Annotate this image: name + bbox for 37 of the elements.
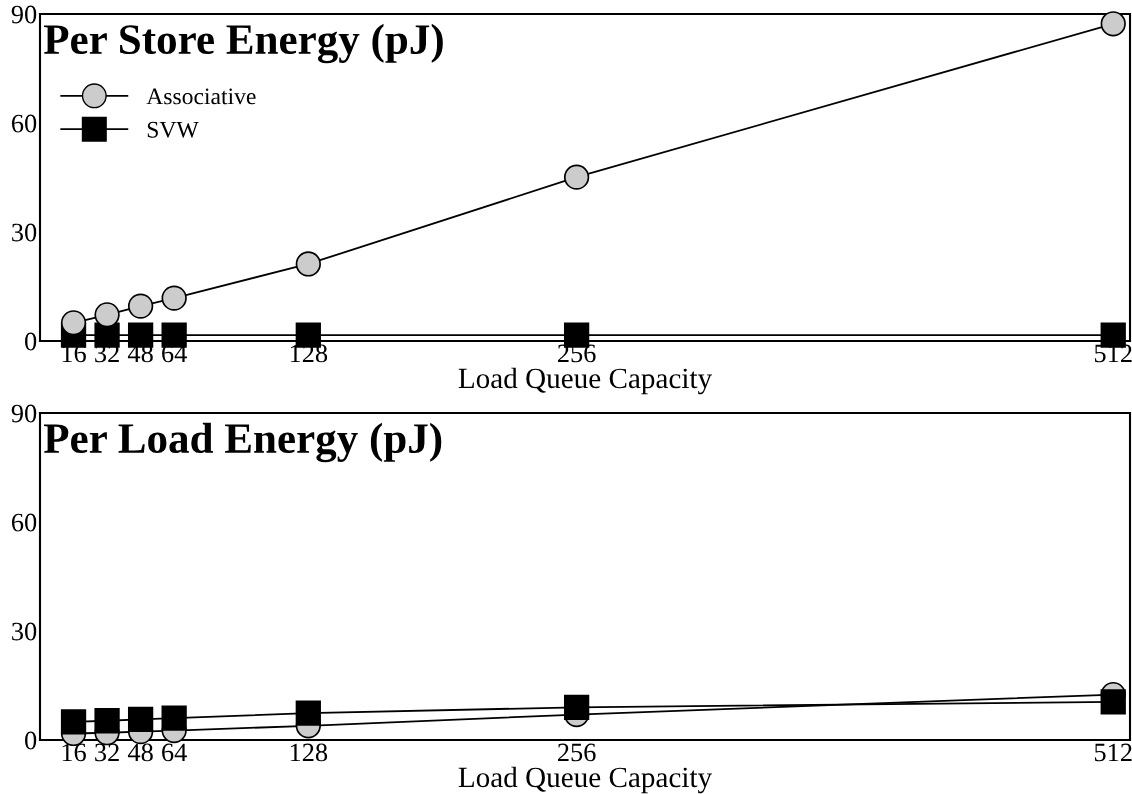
y-tick-label: 90 <box>11 404 37 423</box>
point <box>127 706 154 732</box>
legend-label: SVW <box>147 121 199 138</box>
point <box>60 310 87 336</box>
y-tick-label: 30 <box>12 223 37 242</box>
x-tick-label: 48 <box>127 743 153 762</box>
point <box>127 322 154 348</box>
point <box>60 709 87 735</box>
x-tick-label: 16 <box>62 743 86 762</box>
point <box>1100 11 1126 37</box>
point <box>295 251 321 277</box>
legend-label: Associative <box>146 88 256 105</box>
y-tick-label: 30 <box>12 622 37 641</box>
y-tick-label: 0 <box>25 731 37 750</box>
x-tick-label: 128 <box>290 743 328 762</box>
x-tick-label: 64 <box>162 743 187 762</box>
point <box>161 322 187 348</box>
y-tick-label: 60 <box>11 513 37 532</box>
point <box>563 164 590 190</box>
x-axis-title: Load Queue Capacity <box>458 766 713 794</box>
point <box>1100 689 1126 715</box>
chart-title: Per Load Energy (pJ) <box>44 422 442 463</box>
point <box>161 285 187 311</box>
chart-title: Per Store Energy (pJ) <box>44 23 443 64</box>
point <box>94 302 120 328</box>
y-tick-label: 0 <box>25 332 37 351</box>
point <box>295 700 321 726</box>
point <box>94 708 120 734</box>
point <box>161 705 187 731</box>
y-tick-label: 90 <box>11 5 37 24</box>
point <box>127 293 154 319</box>
x-tick-label: 256 <box>557 743 596 762</box>
x-axis-title: Load Queue Capacity <box>458 367 713 395</box>
x-tick-label: 32 <box>95 743 119 762</box>
x-tick-label: 512 <box>1094 743 1132 762</box>
y-tick-label: 60 <box>11 114 37 133</box>
point <box>563 694 590 720</box>
